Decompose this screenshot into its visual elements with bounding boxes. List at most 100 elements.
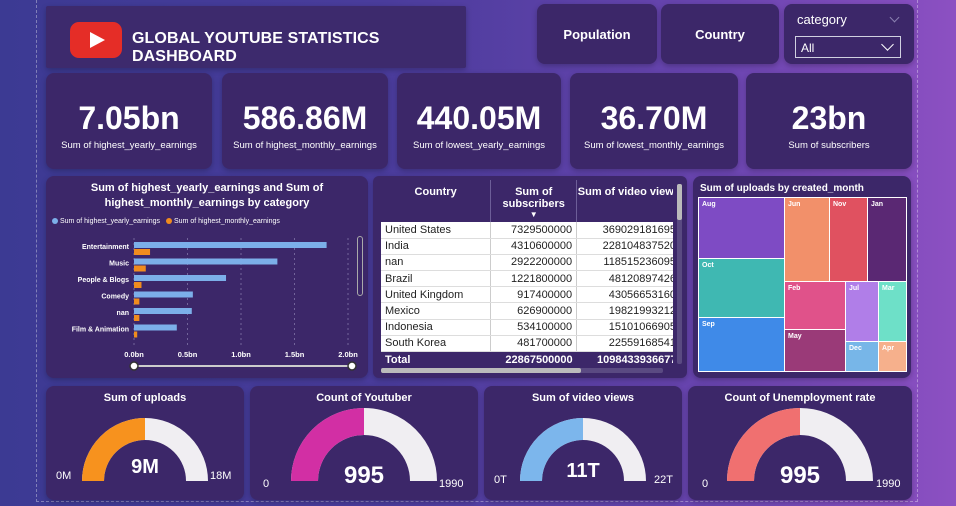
bar-yearly[interactable] [134,258,278,265]
category-label: Entertainment [82,244,130,251]
table-row[interactable]: United Kingdom 917400000 43056653160 [381,286,673,304]
table-row[interactable]: United States 7329500000 369029181695 [381,222,673,239]
gauge-min: 0T [494,474,507,486]
bar-yearly[interactable] [134,291,193,298]
sort-desc-icon: ▼ [529,210,538,219]
gauge-fill [520,418,584,482]
gauge-max: 18M [210,470,232,482]
cell-country: Mexico [381,302,492,320]
treemap-cell-dec[interactable]: Dec [845,341,880,372]
chevron-down-icon[interactable] [889,12,900,23]
gauge-title: Count of Unemployment rate [724,392,876,404]
youtube-play-icon [70,22,122,58]
treemap-cell-aug[interactable]: Aug [698,197,786,260]
cell-video-views: 48120897426 [576,270,673,288]
gauge-card-unemployment: Count of Unemployment rate 995 0 1990 [688,386,912,500]
country-table: Country Sum of subscribers ▼ Sum of video… [381,180,673,368]
bar-monthly[interactable] [134,282,142,288]
kpi-card-lowest-yearly: 440.05M Sum of lowest_yearly_earnings [397,73,561,169]
category-label: Film & Animation [72,327,129,334]
cell-country: Indonesia [381,319,492,336]
cell-video-views: 369029181695 [576,222,673,239]
gauge-value: 995 [343,462,385,489]
chart-legend: Sum of highest_yearly_earnings Sum of hi… [52,218,280,225]
x-tick-label: 1.5bn [285,350,305,359]
bar-yearly[interactable] [134,242,327,248]
youtuber-gauge [291,408,437,482]
legend-label: Sum of highest_yearly_earnings [60,218,161,225]
gauge-card-youtuber: Count of Youtuber 995 0 1990 [250,386,478,500]
table-row[interactable]: South Korea 481700000 22559168541 [381,335,673,353]
bar-monthly[interactable] [134,265,146,272]
total-cell: Total [381,350,491,368]
x-tick-label: 2.0bn [338,350,358,359]
gauge-min: 0 [263,478,270,490]
table-row[interactable]: Mexico 626900000 19821993212 [381,302,673,320]
kpi-card-highest-monthly: 586.86M Sum of highest_monthly_earnings [222,73,388,169]
kpi-value: 586.86M [242,100,368,136]
cell-subscribers: 534100000 [490,319,578,336]
bar-monthly[interactable] [134,249,151,255]
gauge-min: 0 [702,478,709,490]
table-row[interactable]: Indonesia 534100000 15101066905 [381,319,673,336]
table-total-row: Total 22867500000 1098433936677 [381,350,673,368]
x-tick-label: 0.0bn [124,350,144,359]
treemap-cell-oct[interactable]: Oct [698,258,786,319]
cell-subscribers: 626900000 [490,302,578,320]
population-button[interactable]: Population [537,4,657,64]
col-header-label: Sum of subscribers [502,186,565,210]
kpi-label: Sum of highest_yearly_earnings [61,140,197,151]
bar-yearly[interactable] [134,308,192,314]
table-horizontal-scrollbar[interactable] [381,368,663,373]
kpi-label: Sum of lowest_monthly_earnings [584,140,724,151]
uploads-treemap: Aug Oct Sep Jun Nov Jan Feb May Jul Mar Dec Apr [698,197,907,372]
treemap-cell-jun[interactable]: Jun [784,197,831,283]
treemap-cell-jul[interactable]: Jul [845,281,880,343]
table-row[interactable]: India 4310600000 228104837520 [381,238,673,255]
col-header-video-views[interactable]: Sum of video views [576,180,673,222]
title-card: GLOBAL YOUTUBE STATISTICS DASHBOARD [46,6,466,68]
col-header-country[interactable]: Country [381,180,492,222]
treemap-cell-feb[interactable]: Feb [784,281,847,331]
cell-video-views: 118515236095 [576,254,673,272]
category-dropdown[interactable]: All [795,36,901,58]
kpi-value: 23bn [791,100,867,136]
col-header-subscribers[interactable]: Sum of subscribers ▼ [490,180,578,222]
chart-scrollbar[interactable] [357,236,363,296]
bar-yearly[interactable] [134,275,227,281]
kpi-label: Sum of lowest_yearly_earnings [412,140,545,151]
gauge-card-video-views: Sum of video views 11T 0T 22T [484,386,682,500]
gauge-title: Sum of video views [531,392,635,404]
bar-monthly[interactable] [134,331,138,338]
cell-country: United States [381,222,492,239]
range-slider-start-handle[interactable] [129,361,139,371]
treemap-cell-may[interactable]: May [784,329,847,372]
table-row[interactable]: nan 2922200000 118515236095 [381,254,673,272]
treemap-cell-mar[interactable]: Mar [878,281,907,343]
kpi-card-highest-yearly: 7.05bn Sum of highest_yearly_earnings [46,73,212,169]
bar-yearly[interactable] [134,324,177,331]
bar-monthly[interactable] [134,315,140,321]
kpi-label: Sum of highest_monthly_earnings [233,140,377,151]
bar-monthly[interactable] [134,298,140,305]
x-tick-label: 1.0bn [231,350,251,359]
cell-country: nan [381,254,492,272]
legend-item-yearly: Sum of highest_yearly_earnings [52,218,160,225]
legend-dot [52,218,58,225]
gauge-value: 995 [779,462,821,489]
gauge-value: 11T [566,460,600,482]
treemap-cell-jan[interactable]: Jan [867,197,907,283]
kpi-card-subscribers: 23bn Sum of subscribers [746,73,912,169]
cell-subscribers: 1221800000 [490,270,578,288]
category-label: Music [109,261,129,268]
cell-video-views: 22559168541 [576,335,673,353]
treemap-cell-nov[interactable]: Nov [829,197,869,283]
page-title: GLOBAL YOUTUBE STATISTICS DASHBOARD [132,30,380,65]
earnings-bar-chart: 0.0bn 0.5bn 1.0bn 1.5bn 2.0bn Entertainment Mu… [72,238,358,371]
country-button[interactable]: Country [661,4,779,64]
table-vertical-scrollbar[interactable] [677,184,682,364]
treemap-cell-apr[interactable]: Apr [878,341,907,372]
range-slider-end-handle[interactable] [347,361,357,371]
table-row[interactable]: Brazil 1221800000 48120897426 [381,270,673,288]
treemap-cell-sep[interactable]: Sep [698,317,786,372]
